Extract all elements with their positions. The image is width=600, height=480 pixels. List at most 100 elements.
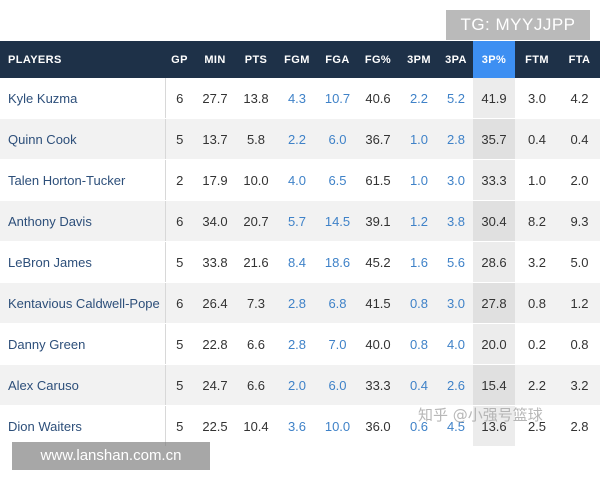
stat-cell-fga[interactable]: 18.6	[318, 241, 357, 283]
stat-cell-fga[interactable]: 6.5	[318, 159, 357, 201]
stat-cell-fgm[interactable]: 2.0	[276, 364, 318, 406]
stat-cell-fgm[interactable]: 4.3	[276, 78, 318, 119]
stat-cell-3p-pct: 41.9	[473, 78, 515, 119]
stat-cell-gp: 5	[165, 118, 194, 160]
stat-cell-fta: 9.3	[559, 200, 600, 242]
stat-cell-fta: 3.2	[559, 364, 600, 406]
stat-cell-3pm[interactable]: 1.2	[399, 200, 439, 242]
stat-cell-fta: 2.0	[559, 159, 600, 201]
column-header-gp[interactable]: GP	[165, 41, 194, 78]
stat-cell-3pm[interactable]: 0.6	[399, 405, 439, 447]
stat-cell-fga[interactable]: 14.5	[318, 200, 357, 242]
player-name-link[interactable]: Anthony Davis	[0, 200, 166, 242]
stat-cell-gp: 2	[165, 159, 194, 201]
stat-cell-3pm[interactable]: 1.0	[399, 159, 439, 201]
stat-cell-3pa[interactable]: 3.0	[439, 159, 473, 201]
stat-cell-3p-pct: 28.6	[473, 241, 515, 283]
stat-cell-3pa[interactable]: 3.8	[439, 200, 473, 242]
player-name-link[interactable]: Quinn Cook	[0, 118, 166, 160]
stat-cell-fga[interactable]: 6.0	[318, 118, 357, 160]
stat-cell-3pa[interactable]: 2.8	[439, 118, 473, 160]
stat-cell-fgm[interactable]: 5.7	[276, 200, 318, 242]
stat-cell-pts: 20.7	[236, 200, 276, 242]
column-header-fgm[interactable]: FGM	[276, 41, 318, 78]
tg-watermark: TG: MYYJJPP	[446, 10, 590, 40]
stat-cell-pts: 10.0	[236, 159, 276, 201]
table-row: Dion Waiters 5 22.5 10.4 3.6 10.0 36.0 0.6 4.5 13…	[0, 405, 600, 447]
column-header-min[interactable]: MIN	[194, 41, 236, 78]
column-header-pts[interactable]: PTS	[236, 41, 276, 78]
stat-cell-fga[interactable]: 10.7	[318, 78, 357, 119]
stat-cell-fga[interactable]: 6.0	[318, 364, 357, 406]
stat-cell-fta: 4.2	[559, 78, 600, 119]
stat-cell-3pm[interactable]: 0.8	[399, 323, 439, 365]
stat-cell-fta: 2.8	[559, 405, 600, 447]
stat-cell-gp: 6	[165, 282, 194, 324]
table-row: Kyle Kuzma 6 27.7 13.8 4.3 10.7 40.6 2.2 5.2 41.9…	[0, 78, 600, 119]
table-row: Talen Horton-Tucker 2 17.9 10.0 4.0 6.5 61.5 1.…	[0, 159, 600, 201]
stat-cell-min: 22.8	[194, 323, 236, 365]
stat-cell-3pa[interactable]: 5.2	[439, 78, 473, 119]
zhihu-watermark: 知乎 @小强号篮球	[418, 406, 543, 424]
stat-cell-3pm[interactable]: 2.2	[399, 78, 439, 119]
stat-cell-gp: 5	[165, 323, 194, 365]
stat-cell-ftm: 2.2	[515, 364, 559, 406]
stat-cell-fg-pct: 40.0	[357, 323, 399, 365]
stat-cell-3pa[interactable]: 4.5	[439, 405, 473, 447]
column-header-fg-pct[interactable]: FG%	[357, 41, 399, 78]
stat-cell-fgm[interactable]: 2.8	[276, 282, 318, 324]
table-row: Kentavious Caldwell-Pope 6 26.4 7.3 2.8 6.8 41…	[0, 282, 600, 324]
stat-cell-gp: 6	[165, 78, 194, 119]
stat-cell-pts: 7.3	[236, 282, 276, 324]
player-name-link[interactable]: Dion Waiters	[0, 405, 166, 447]
stat-cell-ftm: 1.0	[515, 159, 559, 201]
stat-cell-min: 27.7	[194, 78, 236, 119]
stat-cell-3p-pct: 20.0	[473, 323, 515, 365]
stat-cell-fgm[interactable]: 2.8	[276, 323, 318, 365]
player-name-link[interactable]: Alex Caruso	[0, 364, 166, 406]
stat-cell-pts: 13.8	[236, 78, 276, 119]
table-row: Quinn Cook 5 13.7 5.8 2.2 6.0 36.7 1.0 2.8 35.7 0.…	[0, 118, 600, 160]
stat-cell-ftm: 0.4	[515, 118, 559, 160]
stat-cell-fga[interactable]: 6.8	[318, 282, 357, 324]
stat-cell-fgm[interactable]: 8.4	[276, 241, 318, 283]
stat-cell-3p-pct: 13.6	[473, 405, 515, 447]
stat-cell-fg-pct: 36.0	[357, 405, 399, 447]
player-name-link[interactable]: Kentavious Caldwell-Pope	[0, 282, 166, 324]
column-header-3p-pct[interactable]: 3P%	[473, 41, 515, 78]
stat-cell-3pa[interactable]: 4.0	[439, 323, 473, 365]
stat-cell-3pm[interactable]: 0.8	[399, 282, 439, 324]
stat-cell-fg-pct: 45.2	[357, 241, 399, 283]
stat-cell-fgm[interactable]: 3.6	[276, 405, 318, 447]
stat-cell-3p-pct: 27.8	[473, 282, 515, 324]
column-header-3pa[interactable]: 3PA	[439, 41, 473, 78]
stat-cell-min: 24.7	[194, 364, 236, 406]
column-header-ftm[interactable]: FTM	[515, 41, 559, 78]
url-watermark: www.lanshan.com.cn	[12, 442, 210, 470]
column-header-fta[interactable]: FTA	[559, 41, 600, 78]
stat-cell-3p-pct: 35.7	[473, 118, 515, 160]
stat-cell-ftm: 2.5	[515, 405, 559, 447]
stat-cell-min: 26.4	[194, 282, 236, 324]
player-name-link[interactable]: Danny Green	[0, 323, 166, 365]
column-header-fga[interactable]: FGA	[318, 41, 357, 78]
table-row: LeBron James 5 33.8 21.6 8.4 18.6 45.2 1.6 5.6 28…	[0, 241, 600, 283]
stat-cell-fgm[interactable]: 2.2	[276, 118, 318, 160]
stat-cell-fga[interactable]: 10.0	[318, 405, 357, 447]
player-name-link[interactable]: Talen Horton-Tucker	[0, 159, 166, 201]
stat-cell-fgm[interactable]: 4.0	[276, 159, 318, 201]
stat-cell-ftm: 3.0	[515, 78, 559, 119]
stat-cell-3pa[interactable]: 5.6	[439, 241, 473, 283]
stat-cell-3pm[interactable]: 0.4	[399, 364, 439, 406]
column-header-3pm[interactable]: 3PM	[399, 41, 439, 78]
stat-cell-3pa[interactable]: 3.0	[439, 282, 473, 324]
column-header-players[interactable]: PLAYERS	[0, 41, 165, 78]
stat-cell-3pm[interactable]: 1.0	[399, 118, 439, 160]
player-name-link[interactable]: Kyle Kuzma	[0, 78, 166, 119]
stat-cell-gp: 5	[165, 241, 194, 283]
stat-cell-fga[interactable]: 7.0	[318, 323, 357, 365]
player-name-link[interactable]: LeBron James	[0, 241, 166, 283]
stat-cell-min: 17.9	[194, 159, 236, 201]
stat-cell-3pm[interactable]: 1.6	[399, 241, 439, 283]
stat-cell-3pa[interactable]: 2.6	[439, 364, 473, 406]
